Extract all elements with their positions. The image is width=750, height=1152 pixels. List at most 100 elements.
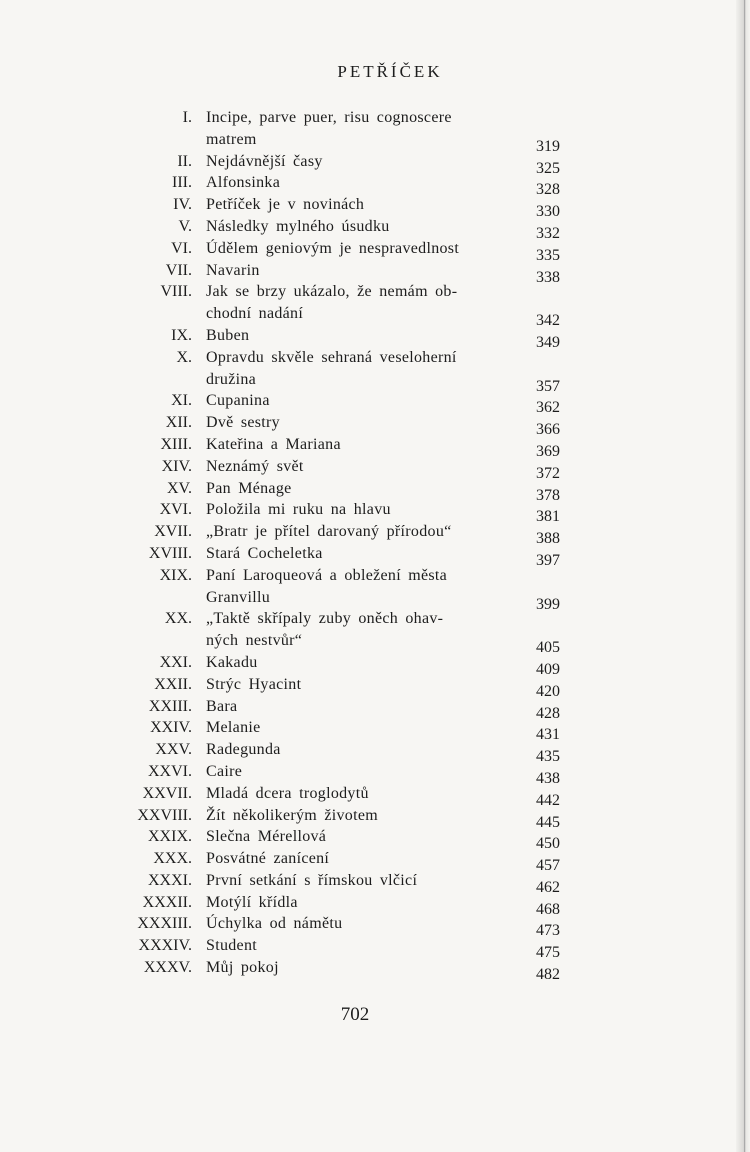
chapter-page: 366 (536, 421, 560, 439)
chapter-title: Můj pokoj (206, 959, 279, 977)
chapter-title: Cupanina (206, 392, 270, 410)
chapter-page: 397 (536, 551, 560, 569)
toc-entry: XIII. Kateřina a Mariana 369 (120, 434, 560, 460)
chapter-page: 482 (536, 966, 560, 984)
toc-entry: XVIII. Stará Cocheletka 397 (120, 543, 560, 569)
toc-entry: XXIII. Bara 428 (120, 696, 560, 722)
chapter-title: První setkání s římskou vlčicí (206, 871, 418, 889)
toc-entry: XXXIV. Student 475 (120, 935, 560, 961)
chapter-title: Úchylka od námětu (206, 915, 343, 933)
chapter-page: 438 (536, 769, 560, 787)
chapter-title: Radegunda (206, 741, 281, 759)
chapter-page: 372 (536, 464, 560, 482)
toc-entry: VI. Údělem geniovým je nespravedlnost 335 (120, 238, 560, 264)
chapter-numeral: XIX. (159, 566, 192, 584)
toc-entry: XII. Dvě sestry 366 (120, 412, 560, 438)
chapter-title: Posvátné zanícení (206, 850, 330, 868)
chapter-numeral: XXVIII. (137, 806, 192, 824)
chapter-title: Následky mylného úsudku (206, 217, 390, 235)
chapter-title: Slečna Mérellová (206, 828, 327, 846)
chapter-title: Stará Cocheletka (206, 544, 323, 562)
toc-entry: II. Nejdávnější časy 325 (120, 151, 560, 177)
chapter-numeral: XXXIV. (138, 937, 192, 955)
chapter-title: Paní Laroqueová a obležení města Granvill… (206, 566, 448, 606)
toc-entry: VII. Navarin 338 (120, 260, 560, 286)
chapter-numeral: VIII. (160, 283, 192, 301)
chapter-title: Incipe, parve puer, risu cognoscere matre… (206, 109, 452, 148)
chapter-page: 435 (536, 748, 560, 766)
chapter-numeral: XIV. (161, 457, 192, 475)
chapter-title: Dvě sestry (206, 414, 280, 432)
chapter-page: 319 (536, 137, 560, 155)
chapter-numeral: XVIII. (148, 544, 192, 562)
chapter-numeral: XXX. (153, 850, 192, 868)
toc-entry: XXXV. Můj pokoj 482 (120, 957, 560, 983)
toc-entry: VIII. Jak se brzy ukázalo, že nemám ob-ch… (120, 281, 560, 329)
chapter-page: 378 (536, 486, 560, 504)
toc-entry: XXIX. Slečna Mérellová 450 (120, 826, 560, 852)
chapter-title: Mladá dcera troglodytů (206, 784, 369, 802)
chapter-page: 388 (536, 530, 560, 548)
chapter-title: Kateřina a Mariana (206, 435, 341, 453)
toc-entry: XX. „Taktě skřípaly zuby oněch ohav-ných … (120, 608, 560, 656)
chapter-page: 362 (536, 399, 560, 417)
chapter-numeral: XI. (171, 392, 192, 410)
chapter-title: Motýlí křídla (206, 893, 298, 911)
chapter-numeral: XXXV. (143, 959, 192, 977)
chapter-page: 405 (536, 639, 560, 657)
chapter-page: 475 (536, 944, 560, 962)
toc-entry: XXVII. Mladá dcera troglodytů 442 (120, 783, 560, 809)
chapter-page: 445 (536, 813, 560, 831)
chapter-numeral: VI. (171, 239, 192, 257)
toc-entry: XIX. Paní Laroqueová a obležení města Gran… (120, 565, 560, 613)
chapter-numeral: I. (182, 109, 192, 126)
chapter-numeral: XXIX. (148, 828, 192, 846)
chapter-title: Melanie (206, 719, 261, 737)
chapter-page: 431 (536, 726, 560, 744)
chapter-page: 450 (536, 835, 560, 853)
chapter-numeral: XV. (166, 479, 192, 497)
chapter-title: Petříček je v novinách (206, 196, 365, 214)
toc-entry: XXXII. Motýlí křídla 468 (120, 892, 560, 918)
chapter-page: 330 (536, 203, 560, 221)
chapter-page: 338 (536, 268, 560, 286)
chapter-numeral: XXXI. (148, 871, 192, 889)
toc-entry: I. Incipe, parve puer, risu cognoscere mat… (120, 107, 560, 155)
chapter-page: 428 (536, 704, 560, 722)
chapter-page: 462 (536, 878, 560, 896)
page-edge (736, 0, 750, 1152)
chapter-numeral: XXXIII. (137, 915, 192, 933)
chapter-page: 442 (536, 791, 560, 809)
chapter-numeral: XXVI. (148, 762, 192, 780)
toc-entry: XXIV. Melanie 431 (120, 717, 560, 743)
chapter-numeral: V. (178, 217, 193, 235)
chapter-page: 369 (536, 442, 560, 460)
chapter-title: Pan Ménage (206, 479, 292, 497)
chapter-numeral: XII. (165, 414, 192, 432)
toc-entry: XVI. Položila mi ruku na hlavu 381 (120, 499, 560, 525)
chapter-title: Kakadu (206, 653, 258, 671)
toc-entry: XV. Pan Ménage 378 (120, 478, 560, 504)
toc-entry: XXVI. Caire 438 (120, 761, 560, 787)
chapter-numeral: XVII. (154, 523, 192, 541)
toc-entry: XXX. Posvátné zanícení 457 (120, 848, 560, 874)
toc-entry: XIV. Neznámý svět 372 (120, 456, 560, 482)
toc-entry: XXI. Kakadu 409 (120, 652, 560, 678)
toc-entry: XXII. Strýc Hyacint 420 (120, 674, 560, 700)
page-number: 702 (340, 1004, 370, 1025)
toc-entry: XXVIII. Žít několikerým životem 445 (120, 805, 560, 831)
table-of-contents: I. Incipe, parve puer, risu cognoscere mat… (120, 107, 561, 983)
chapter-page: 342 (536, 312, 560, 330)
chapter-numeral: XXI. (159, 653, 192, 671)
chapter-title: Žít několikerým životem (206, 806, 378, 824)
chapter-title: Údělem geniovým je nespravedlnost (206, 239, 460, 257)
chapter-page: 335 (536, 246, 560, 264)
chapter-title: Položila mi ruku na hlavu (206, 501, 391, 519)
chapter-title: Student (206, 937, 257, 955)
toc-entry: V. Následky mylného úsudku 332 (120, 216, 561, 242)
chapter-page: 457 (536, 857, 560, 875)
chapter-numeral: VII. (165, 261, 192, 279)
chapter-page: 420 (536, 682, 560, 700)
toc-entry: X. Opravdu skvěle sehraná veseloherní druž… (120, 347, 560, 395)
chapter-page: 473 (536, 922, 560, 940)
